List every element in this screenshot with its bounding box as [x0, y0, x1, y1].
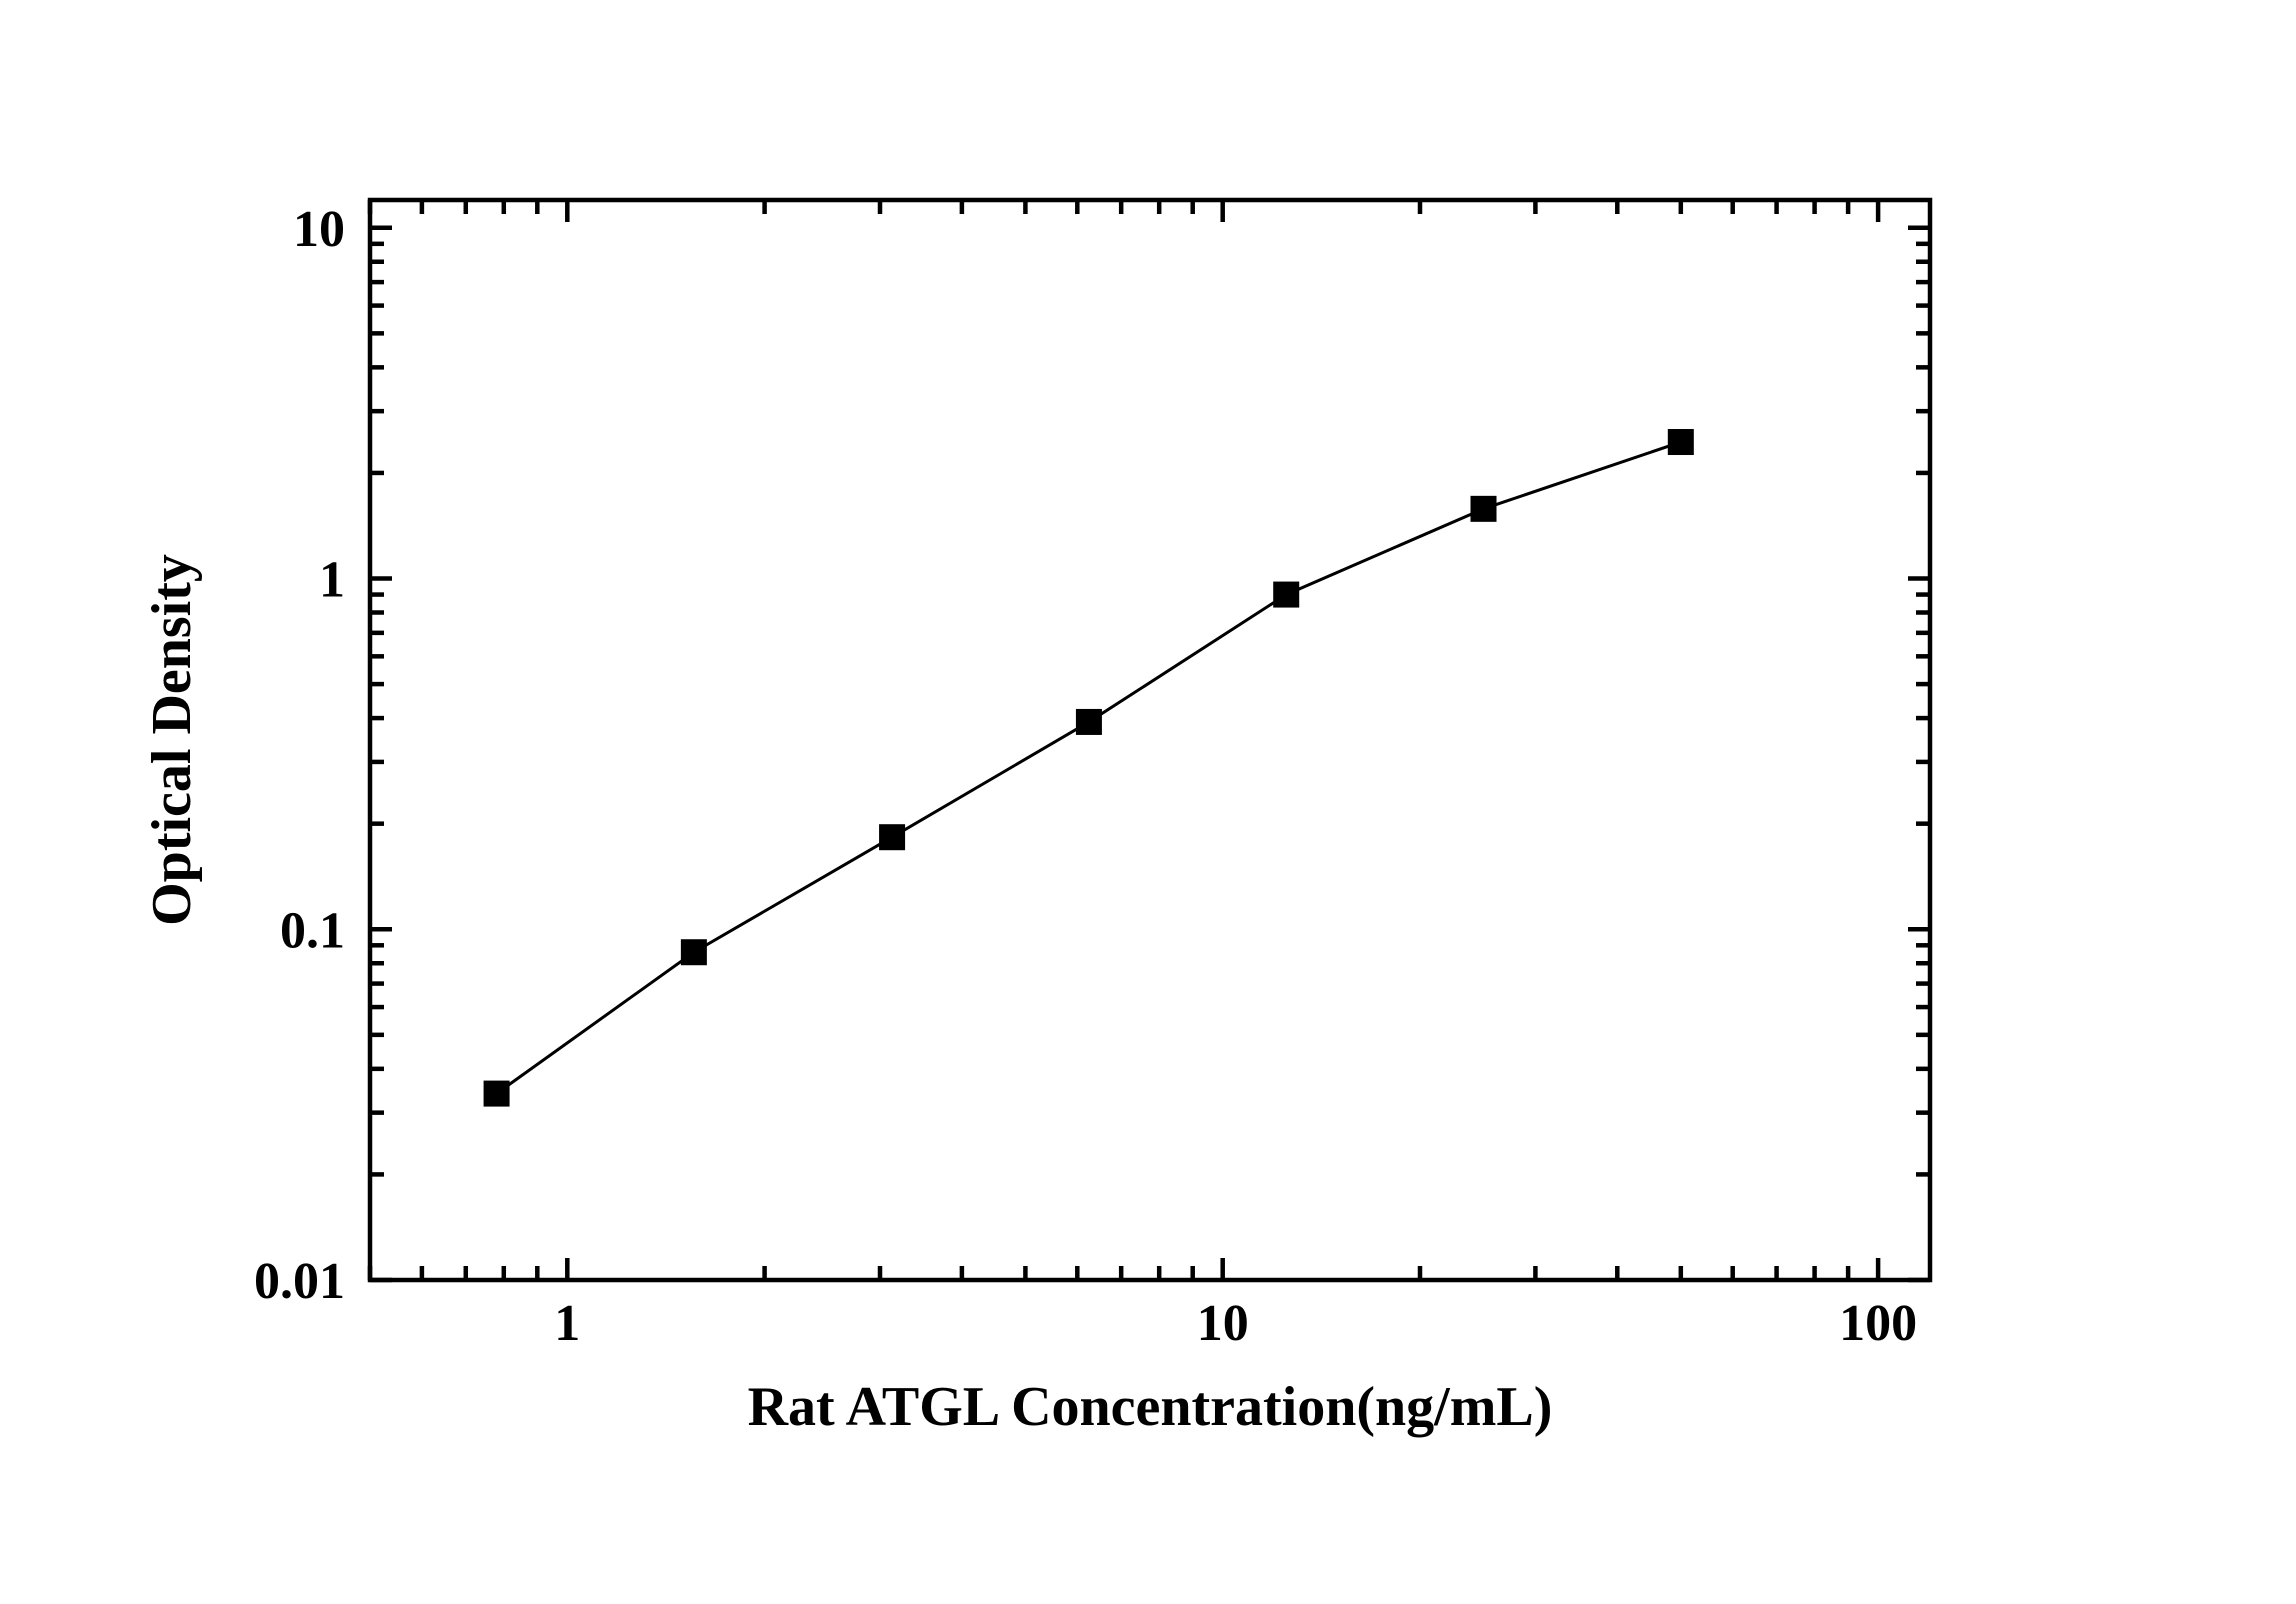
y-tick-label: 0.01: [254, 1253, 345, 1310]
data-marker: [1273, 582, 1299, 608]
data-marker: [681, 939, 707, 965]
y-tick-label: 1: [319, 552, 345, 609]
y-tick-label: 10: [293, 201, 345, 258]
x-tick-label: 100: [1839, 1295, 1917, 1352]
data-marker: [484, 1081, 510, 1107]
chart-container: 1 10 100 0.01 0.1 1 10 Rat ATGL Concentration(n…: [0, 0, 2296, 1604]
y-tick-label: 0.1: [280, 902, 345, 959]
x-tick-label: 10: [1197, 1295, 1249, 1352]
x-tick-label: 1: [554, 1295, 580, 1352]
data-line: [497, 442, 1681, 1094]
data-marker: [1471, 496, 1497, 522]
chart-svg: 1 10 100 0.01 0.1 1 10 Rat ATGL Concentration(n…: [0, 0, 2296, 1604]
x-axis-label: Rat ATGL Concentration(ng/mL): [748, 1376, 1553, 1438]
y-axis-label: Optical Density: [141, 554, 203, 926]
data-marker: [1668, 429, 1694, 455]
plot-frame: [370, 200, 1930, 1280]
data-marker: [1076, 709, 1102, 735]
data-marker: [879, 824, 905, 850]
